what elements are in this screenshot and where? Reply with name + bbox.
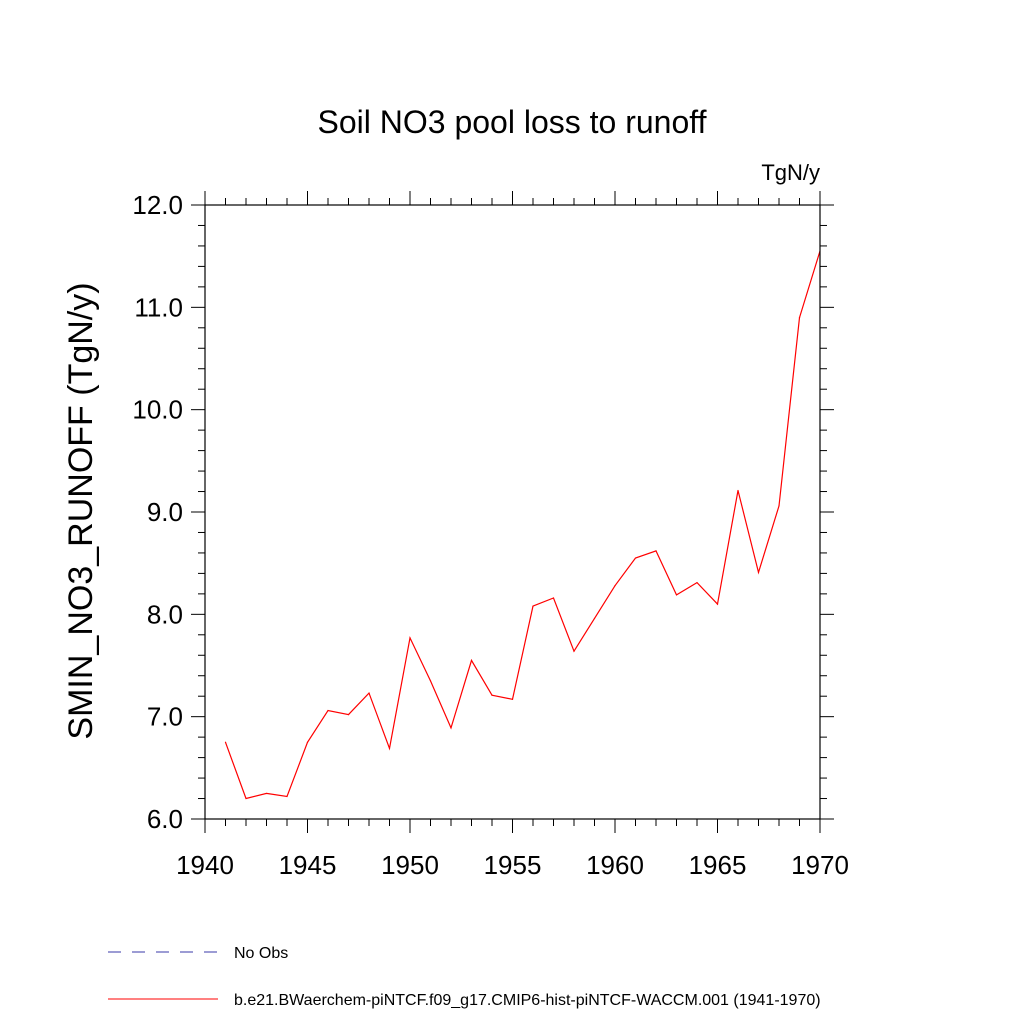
y-tick-label: 6.0 xyxy=(147,804,183,834)
x-tick-label: 1945 xyxy=(279,850,337,880)
data-point xyxy=(757,571,760,573)
data-point xyxy=(327,709,329,712)
data-point xyxy=(368,692,370,694)
data-point xyxy=(737,489,739,492)
data-point xyxy=(429,680,432,682)
axis-ticks xyxy=(191,191,834,833)
legend: No Obs b.e21.BWaerchem-piNTCF.f09_g17.CMI… xyxy=(108,945,821,1009)
x-tick-label: 1955 xyxy=(484,850,542,880)
data-point xyxy=(306,741,309,743)
series-layer xyxy=(224,250,821,800)
chart-title: Soil NO3 pool loss to runoff xyxy=(318,104,707,140)
x-tick-label: 1965 xyxy=(689,850,747,880)
data-point xyxy=(532,605,534,607)
data-point xyxy=(388,747,391,749)
tick-labels: 1940 1945 1950 1955 1960 1965 1970 6.0 7.0 8.0 9.0… xyxy=(132,190,849,880)
x-tick-label: 1970 xyxy=(791,850,849,880)
data-point xyxy=(675,594,678,596)
data-point xyxy=(224,741,227,743)
data-point xyxy=(470,659,473,661)
data-point xyxy=(655,550,657,552)
y-tick-label: 12.0 xyxy=(132,190,183,220)
x-tick-label: 1960 xyxy=(586,850,644,880)
data-point xyxy=(573,650,575,652)
y-axis-label: SMIN_NO3_RUNOFF (TgN/y) xyxy=(62,282,100,739)
units-label: TgN/y xyxy=(761,160,820,185)
y-tick-label: 7.0 xyxy=(147,702,183,732)
data-point xyxy=(286,795,288,798)
data-point xyxy=(614,585,616,587)
data-point xyxy=(778,505,780,507)
data-point xyxy=(511,698,514,700)
data-point xyxy=(347,714,350,716)
legend-label: No Obs xyxy=(234,945,288,962)
data-point xyxy=(716,603,719,605)
data-point xyxy=(696,582,698,584)
series-line xyxy=(224,250,821,800)
y-tick-label: 11.0 xyxy=(134,292,183,322)
y-tick-label: 10.0 xyxy=(132,395,183,425)
data-point xyxy=(409,637,411,639)
data-point xyxy=(245,797,247,800)
data-point xyxy=(450,727,452,729)
x-tick-label: 1950 xyxy=(381,850,439,880)
data-point xyxy=(552,597,555,599)
plot-frame xyxy=(204,204,821,820)
data-point xyxy=(491,694,493,696)
data-point xyxy=(634,557,637,559)
y-tick-label: 9.0 xyxy=(147,497,183,527)
data-point xyxy=(798,316,801,319)
data-point xyxy=(265,792,268,795)
y-tick-label: 8.0 xyxy=(147,599,183,629)
x-tick-label: 1940 xyxy=(176,850,234,880)
legend-label: b.e21.BWaerchem-piNTCF.f09_g17.CMIP6-his… xyxy=(234,992,821,1009)
data-point xyxy=(593,617,596,620)
